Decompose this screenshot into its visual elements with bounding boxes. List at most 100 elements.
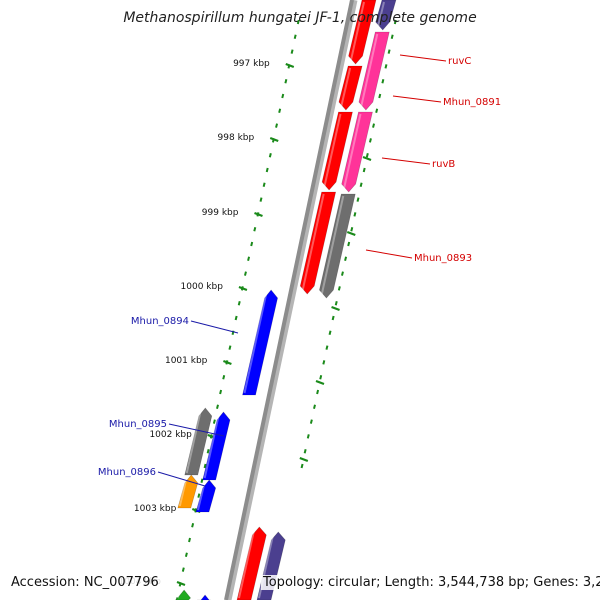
tick-dot [340, 271, 344, 276]
label-leader-lines [157, 54, 447, 487]
gene-arrow-red-highlight [301, 193, 325, 293]
label-leader-line [392, 95, 442, 103]
tick-dot [250, 241, 254, 247]
label-leader-line [399, 54, 447, 62]
tick-dot [247, 256, 251, 262]
tick-dot [188, 537, 191, 543]
major-tick-mark [315, 379, 325, 386]
tick-dot [300, 463, 304, 469]
genome-summary-text: Topology: circular; Length: 3,544,738 bp… [261, 575, 600, 590]
tick-dot [200, 478, 204, 484]
gene-arrow-pink-highlight [342, 113, 362, 191]
gene-arrow-red-highlight [323, 113, 342, 189]
tick-dot [378, 93, 382, 99]
tick-dot [322, 360, 326, 365]
gene-label: ruvC [448, 56, 471, 67]
tick-dot [219, 389, 223, 395]
tick-dot [222, 374, 226, 380]
tick-dot [268, 152, 272, 158]
gene-arrow-grey-highlight [185, 409, 202, 474]
tick-dot [265, 167, 269, 173]
gene-arrow-red [338, 65, 363, 111]
tick-label: 1000 kbp [181, 282, 224, 292]
tick-dot [381, 78, 385, 84]
gene-label: Mhun_0893 [414, 253, 472, 264]
gene-arrow-pink [358, 31, 390, 111]
tick-dot [331, 315, 335, 321]
tick-dot [368, 138, 372, 143]
gene-arrow-red [236, 526, 267, 600]
tick-dot [203, 463, 207, 469]
tick-dot [181, 567, 185, 572]
map-title: Methanospirillum hungatei JF-1, complete… [123, 10, 477, 26]
gene-arrow-blue-highlight [243, 291, 268, 394]
gene-features [175, 0, 397, 600]
tick-dot [325, 345, 329, 350]
gene-arrow-red [299, 191, 337, 295]
tick-dot [334, 300, 338, 306]
gene-arrow-blue [197, 594, 211, 600]
gene-arrow-purple-highlight [376, 1, 385, 29]
major-tick-mark [299, 456, 309, 463]
gene-label: Mhun_0894 [131, 316, 189, 327]
gene-arrow-blue-highlight [203, 413, 220, 479]
gene-arrow-pink-highlight [359, 33, 379, 109]
tick-dot [303, 448, 307, 454]
tick-label: 999 kbp [202, 208, 239, 218]
gene-label: Mhun_0891 [443, 97, 501, 108]
genome-backbone [224, 0, 354, 600]
tick-dot [390, 34, 394, 40]
major-tick-mark [269, 136, 279, 143]
major-tick-mark [346, 230, 356, 237]
tick-dot [375, 108, 379, 114]
tick-dot [228, 345, 232, 350]
tick-dot [393, 19, 397, 25]
major-tick-mark [238, 285, 248, 292]
gene-arrow-blue [195, 479, 217, 513]
tick-dot [372, 123, 376, 128]
tick-dot [337, 286, 341, 291]
label-leader-line [168, 423, 225, 437]
gene-arrow-red-highlight [238, 528, 256, 599]
labels: ruvC Mhun_0891 ruvB Mhun_0893 Mhun_0894 Mhun_… [98, 56, 501, 478]
tick-label: 998 kbp [218, 133, 255, 143]
gene-arrow-green [175, 589, 192, 600]
tick-dot [328, 330, 332, 336]
tick-dot-rows [175, 19, 397, 600]
gene-arrow-grey [319, 193, 356, 299]
label-leader-line [190, 320, 239, 334]
gene-arrow-orange-highlight [178, 476, 188, 507]
tick-dot [197, 493, 201, 498]
accession-text: Accession: NC_007796 [9, 575, 161, 590]
tick-dot [275, 123, 279, 128]
gene-label: Mhun_0896 [98, 467, 156, 478]
tick-dot [365, 152, 369, 158]
tick-dot [319, 374, 323, 380]
label-leader-line [157, 471, 206, 487]
tick-label: 1001 kbp [165, 356, 208, 366]
major-tick-mark [223, 359, 232, 366]
major-tick-mark [176, 580, 186, 587]
tick-dot [344, 256, 348, 262]
tick-dot [206, 448, 210, 454]
tick-dot [313, 404, 316, 410]
tick-dot [387, 49, 391, 54]
gene-arrow-red-highlight [349, 1, 365, 63]
label-leader-line [381, 157, 431, 165]
tick-dot [243, 271, 247, 276]
tick-dot [296, 19, 300, 25]
major-tick-mark [362, 155, 372, 162]
tick-dot [384, 64, 388, 69]
major-tick-mark [254, 211, 263, 218]
gene-label: Mhun_0895 [109, 419, 167, 430]
tick-dot [309, 419, 313, 424]
major-tick-mark [331, 305, 340, 312]
tick-dot [212, 419, 216, 424]
tick-dot [306, 434, 310, 439]
tick-dot [293, 34, 297, 40]
tick-dot [356, 197, 360, 202]
gene-arrow-grey-highlight [320, 195, 345, 297]
gene-arrow-blue-highlight [197, 481, 206, 511]
tick-dot [237, 300, 241, 306]
